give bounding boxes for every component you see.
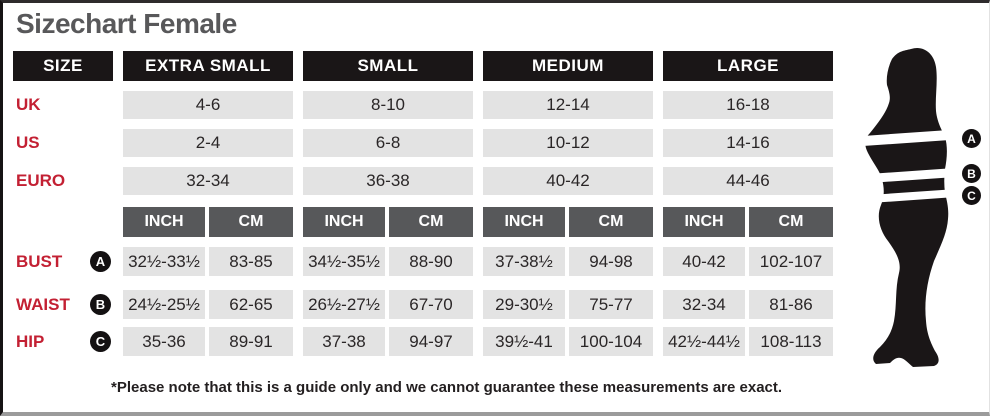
table-cell: 81-86 — [749, 290, 833, 319]
unit-header-row: INCH CM INCH CM INCH CM INCH CM — [13, 207, 843, 237]
table-cell: 6-8 — [303, 129, 473, 157]
unit-header-spacer — [13, 207, 113, 237]
table-cell: 29-30½ — [483, 290, 565, 319]
table-cell: 32-34 — [123, 167, 293, 195]
unit-header-cm: CM — [389, 207, 473, 237]
table-cell: 12-14 — [483, 91, 653, 119]
table-cell: 100-104 — [569, 327, 653, 356]
unit-header-cm: CM — [569, 207, 653, 237]
table-cell: 14-16 — [663, 129, 833, 157]
table-cell: 40-42 — [663, 247, 745, 276]
figure-marker-a: A — [962, 129, 981, 148]
row-label-hip-cell: HIP C — [13, 327, 113, 356]
female-silhouette-image — [861, 47, 958, 367]
row-label-uk: UK — [16, 95, 41, 114]
table-cell: 88-90 — [389, 247, 473, 276]
table-cell: 37-38 — [303, 327, 385, 356]
unit-header-inch: INCH — [123, 207, 205, 237]
marker-b-badge: B — [90, 294, 111, 315]
table-row-waist: WAIST B 24½-25½ 62-65 26½-27½ 67-70 29-3… — [13, 290, 843, 319]
table-header-row: SIZE EXTRA SMALL SMALL MEDIUM LARGE — [13, 51, 843, 81]
table-cell: 94-97 — [389, 327, 473, 356]
row-label-euro: EURO — [16, 171, 66, 190]
figure-marker-c: C — [962, 186, 981, 205]
table-cell: 16-18 — [663, 91, 833, 119]
table-cell: 42½-44½ — [663, 327, 745, 356]
unit-header-inch: INCH — [483, 207, 565, 237]
size-header-cell: SIZE — [13, 51, 113, 81]
table-cell: 10-12 — [483, 129, 653, 157]
waist-line — [866, 167, 958, 184]
row-label-waist: WAIST — [16, 294, 70, 314]
table-row-hip: HIP C 35-36 89-91 37-38 94-97 39½-41 100… — [13, 327, 843, 356]
table-row-bust: BUST A 32½-33½ 83-85 34½-35½ 88-90 37-38… — [13, 247, 843, 276]
table-row-uk: UK 4-6 8-10 12-14 16-18 — [13, 91, 843, 119]
table-cell: 39½-41 — [483, 327, 565, 356]
row-label-hip: HIP — [16, 331, 45, 351]
sizechart-table: SIZE EXTRA SMALL SMALL MEDIUM LARGE UK 4… — [13, 51, 843, 370]
table-cell: 32-34 — [663, 290, 745, 319]
column-header-medium: MEDIUM — [483, 51, 653, 81]
table-cell: 34½-35½ — [303, 247, 385, 276]
unit-header-inch: INCH — [663, 207, 745, 237]
row-label-waist-cell: WAIST B — [13, 290, 113, 319]
marker-c-badge: C — [90, 331, 111, 352]
unit-header-cm: CM — [749, 207, 833, 237]
table-cell: 2-4 — [123, 129, 293, 157]
table-cell: 37-38½ — [483, 247, 565, 276]
table-row-euro: EURO 32-34 36-38 40-42 44-46 — [13, 167, 843, 195]
table-cell: 8-10 — [303, 91, 473, 119]
figure-marker-b: B — [962, 164, 981, 183]
hip-line — [868, 188, 958, 204]
table-cell: 4-6 — [123, 91, 293, 119]
table-row-us: US 2-4 6-8 10-12 14-16 — [13, 129, 843, 157]
marker-a-badge: A — [90, 251, 111, 272]
unit-header-inch: INCH — [303, 207, 385, 237]
table-cell: 35-36 — [123, 327, 205, 356]
row-label-bust-cell: BUST A — [13, 247, 113, 276]
column-header-large: LARGE — [663, 51, 833, 81]
table-cell: 67-70 — [389, 290, 473, 319]
row-label-bust: BUST — [16, 251, 63, 271]
column-header-small: SMALL — [303, 51, 473, 81]
table-cell: 24½-25½ — [123, 290, 205, 319]
table-cell: 94-98 — [569, 247, 653, 276]
table-cell: 75-77 — [569, 290, 653, 319]
page-title: Sizechart Female — [16, 8, 237, 39]
disclaimer-note: *Please note that this is a guide only a… — [111, 379, 783, 396]
table-cell: 44-46 — [663, 167, 833, 195]
table-cell: 26½-27½ — [303, 290, 385, 319]
table-cell: 36-38 — [303, 167, 473, 195]
table-cell: 83-85 — [209, 247, 293, 276]
row-label-us: US — [16, 133, 40, 152]
column-header-extra-small: EXTRA SMALL — [123, 51, 293, 81]
table-cell: 40-42 — [483, 167, 653, 195]
unit-header-cm: CM — [209, 207, 293, 237]
table-cell: 108-113 — [749, 327, 833, 356]
table-cell: 32½-33½ — [123, 247, 205, 276]
bust-line — [861, 129, 956, 147]
table-cell: 89-91 — [209, 327, 293, 356]
table-cell: 102-107 — [749, 247, 833, 276]
table-cell: 62-65 — [209, 290, 293, 319]
